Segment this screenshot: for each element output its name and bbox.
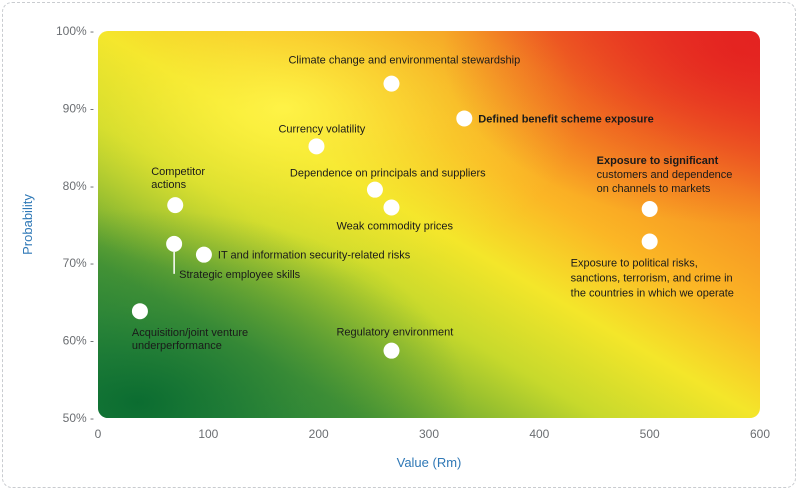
point-marker	[456, 110, 473, 127]
x-axis-title: Value (Rm)	[397, 455, 462, 470]
point-label: Defined benefit scheme exposure	[478, 113, 653, 125]
data-point: Dependence on principals and suppliers	[290, 168, 486, 198]
y-tick-label: 50% -	[63, 411, 94, 425]
point-label: Climate change and environmental steward…	[288, 55, 520, 67]
point-marker	[366, 181, 383, 198]
point-marker	[166, 235, 183, 252]
point-marker	[131, 303, 148, 320]
data-point: Acquisition/joint venture underperformanc…	[131, 303, 248, 352]
data-point: Regulatory environment	[336, 327, 453, 359]
data-point: Exposure to significant customers and dep…	[597, 155, 733, 218]
data-point: Exposure to political risks, sanctions, t…	[571, 233, 734, 300]
point-label: Competitor actions	[151, 166, 205, 191]
x-tick-label: 300	[419, 427, 439, 441]
x-tick-label: 0	[95, 427, 102, 441]
y-tick-label: 100% -	[56, 24, 94, 38]
data-point: Currency volatility	[278, 123, 366, 155]
data-point: IT and information security-related risk…	[195, 246, 411, 263]
data-point: Competitor actions	[151, 166, 205, 214]
y-tick-label: 90% -	[63, 101, 94, 115]
point-label: IT and information security-related risk…	[218, 250, 411, 262]
y-axis-title: Probability	[20, 194, 35, 255]
point-label: Acquisition/joint venture underperformanc…	[132, 327, 248, 352]
point-label: Strategic employee skills	[179, 269, 301, 281]
point-marker	[308, 138, 325, 155]
point-marker	[383, 75, 400, 92]
data-point: Climate change and environmental steward…	[288, 55, 520, 92]
data-point: Weak commodity prices	[336, 199, 454, 232]
point-label: Currency volatility	[278, 123, 365, 135]
point-label: Dependence on principals and suppliers	[290, 168, 486, 180]
point-label: Weak commodity prices	[336, 220, 453, 232]
point-label: Exposure to political risks, sanctions, t…	[571, 258, 734, 300]
point-marker	[383, 199, 400, 216]
x-tick-label: 100	[198, 427, 218, 441]
y-tick-label: 80% -	[63, 179, 94, 193]
x-tick-label: 500	[640, 427, 660, 441]
y-tick-label: 70% -	[63, 256, 94, 270]
data-point: Strategic employee skills	[166, 235, 301, 281]
point-marker	[195, 246, 212, 263]
point-label: Exposure to significant customers and dep…	[597, 155, 733, 195]
y-tick-label: 60% -	[63, 334, 94, 348]
data-point: Defined benefit scheme exposure	[456, 110, 654, 127]
point-marker	[641, 201, 658, 218]
point-marker	[641, 233, 658, 250]
heat-gradient-background	[98, 31, 760, 418]
x-tick-label: 200	[309, 427, 329, 441]
point-marker	[167, 197, 184, 214]
axes: 50% - 60% - 70% - 80% - 90% - 100% - 0 100 200 30…	[20, 24, 770, 470]
data-points: Climate change and environmental steward…	[131, 55, 734, 359]
x-tick-label: 400	[529, 427, 549, 441]
point-label: Regulatory environment	[336, 327, 453, 339]
point-marker	[383, 342, 400, 359]
x-tick-label: 600	[750, 427, 770, 441]
